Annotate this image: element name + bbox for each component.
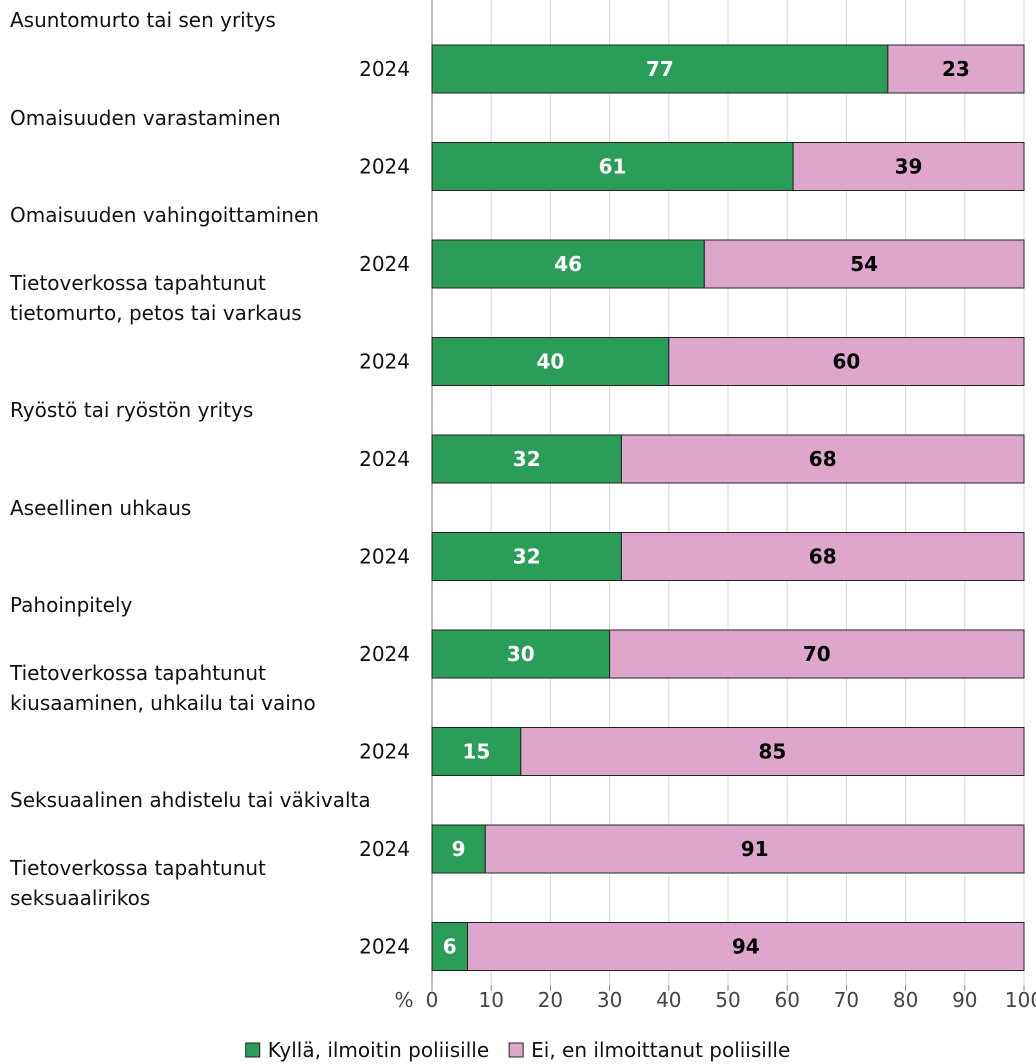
data-label: 77 <box>646 57 674 81</box>
category-label: Ryöstö tai ryöstön yritys <box>10 398 254 422</box>
x-tick-label: 30 <box>597 988 622 1012</box>
x-tick-label: 60 <box>774 988 799 1012</box>
category-label: Omaisuuden vahingoittaminen <box>10 203 319 227</box>
category-label: Seksuaalinen ahdistelu tai väkivalta <box>10 788 371 812</box>
x-tick-label: 10 <box>478 988 503 1012</box>
x-tick-label: 50 <box>715 988 740 1012</box>
legend-label: Ei, en ilmoittanut poliisille <box>531 1038 790 1062</box>
data-label: 68 <box>809 447 837 471</box>
bar-segment <box>431 239 705 289</box>
bar-segment <box>620 532 1025 581</box>
data-label: 94 <box>732 935 760 959</box>
x-tick-label: 70 <box>834 988 859 1012</box>
data-label: 6 <box>443 935 457 959</box>
x-tick-label: 0 <box>426 988 439 1012</box>
bar-segment <box>887 44 1025 94</box>
data-label: 32 <box>513 447 541 471</box>
legend-swatch <box>245 1042 261 1058</box>
category-label: Omaisuuden varastaminen <box>10 105 281 130</box>
data-label: 32 <box>513 545 541 569</box>
data-label: 23 <box>942 57 970 81</box>
bar-segment <box>609 629 1025 679</box>
x-tick-label: 100 <box>1005 988 1036 1012</box>
row-label: 2024 <box>359 740 410 764</box>
bar-segment <box>431 142 794 191</box>
category-label: Asuntomurto tai sen yritys <box>10 8 276 32</box>
row-label: 2024 <box>359 935 410 959</box>
data-label: 70 <box>803 642 831 666</box>
category-label: Tietoverkossa tapahtunut seksuaalirikos <box>10 855 266 910</box>
bar-segment <box>431 629 611 679</box>
data-label: 54 <box>850 252 878 276</box>
bar-segment <box>520 727 1025 776</box>
data-label: 15 <box>462 740 490 764</box>
row-label: 2024 <box>359 545 410 569</box>
bar-segment <box>431 434 622 484</box>
row-label: 2024 <box>359 57 410 81</box>
x-tick-label: 20 <box>538 988 563 1012</box>
bar-segment <box>792 142 1025 191</box>
row-label: 2024 <box>359 642 410 666</box>
data-label: 85 <box>758 740 786 764</box>
row-label: 2024 <box>359 837 410 861</box>
data-label: 39 <box>895 155 923 179</box>
data-label: 68 <box>809 545 837 569</box>
row-label: 2024 <box>359 447 410 471</box>
data-label: 9 <box>452 837 466 861</box>
category-label: Tietoverkossa tapahtunut tietomurto, pet… <box>10 270 302 325</box>
bar-segment <box>467 922 1025 971</box>
category-label: Aseellinen uhkaus <box>10 495 192 520</box>
data-label: 40 <box>536 350 564 374</box>
legend-label: Kyllä, ilmoitin poliisille <box>268 1038 489 1062</box>
bar-segment <box>484 824 1025 874</box>
row-label: 2024 <box>359 350 410 374</box>
x-tick-label: 80 <box>893 988 918 1012</box>
bar-segment <box>431 44 889 94</box>
data-label: 46 <box>554 252 582 276</box>
bar-segment <box>431 824 486 874</box>
row-label: 2024 <box>359 252 410 276</box>
x-tick-label: 40 <box>656 988 681 1012</box>
bar-segment <box>431 532 622 581</box>
legend-swatch <box>508 1042 524 1058</box>
x-axis-label: % <box>394 988 413 1012</box>
category-label: Tietoverkossa tapahtunut kiusaaminen, uh… <box>10 660 316 715</box>
category-label: Pahoinpitely <box>10 593 133 617</box>
bar-segment <box>431 337 670 386</box>
data-label: 91 <box>741 837 769 861</box>
x-tick-label: 90 <box>952 988 977 1012</box>
data-label: 60 <box>832 350 860 374</box>
bar-segment <box>668 337 1025 386</box>
bar-segment <box>703 239 1025 289</box>
bar-segment <box>620 434 1025 484</box>
data-label: 30 <box>507 642 535 666</box>
row-label: 2024 <box>359 155 410 179</box>
data-label: 61 <box>599 155 627 179</box>
